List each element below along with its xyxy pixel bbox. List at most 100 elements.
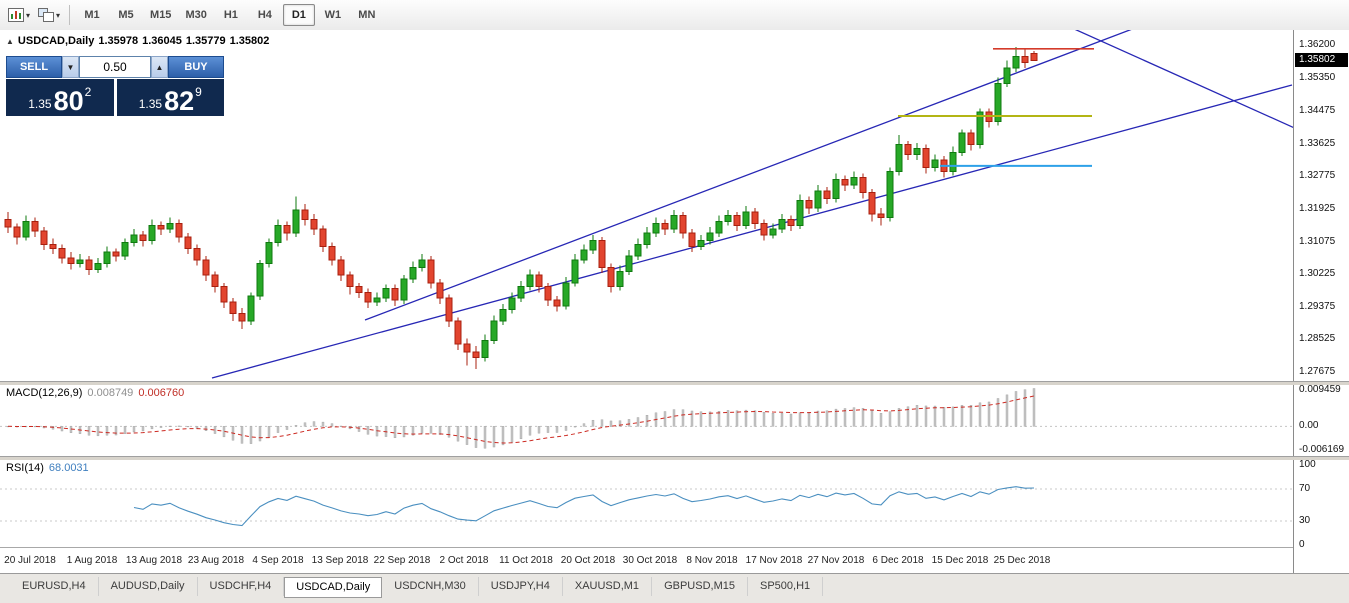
timeframe-button-m5[interactable]: M5 — [118, 9, 134, 21]
date-label: 27 Nov 2018 — [807, 555, 865, 566]
macd-chart — [0, 388, 1293, 449]
timeframe-bar: M1 M5 M15 M30 H1 H4 D1 W1 MN — [75, 4, 384, 26]
date-label: 13 Aug 2018 — [125, 555, 183, 566]
macd-main-value: 0.008749 — [87, 387, 134, 399]
buy-button[interactable]: BUY — [168, 56, 224, 78]
panel-splitter[interactable] — [0, 381, 1349, 385]
timeframe-button-mn[interactable]: MN — [358, 9, 376, 21]
ohlc-open: 1.35978 — [98, 35, 139, 47]
arrange-windows-button[interactable]: ▾ — [34, 3, 64, 27]
price-axis[interactable]: 1.35802 1.36200 1.35350 1.34475 1.33625 1.32… — [1293, 30, 1349, 573]
macd-axis-label: -0.006169 — [1299, 444, 1345, 455]
date-label: 22 Sep 2018 — [373, 555, 431, 566]
chart-windows-button[interactable]: ▾ — [4, 3, 34, 27]
timeframe-button-w1[interactable]: W1 — [324, 9, 342, 21]
sell-button[interactable]: SELL — [6, 56, 62, 78]
price-axis-label: 1.30225 — [1299, 268, 1336, 280]
timeframe-button-m30[interactable]: M30 — [185, 9, 207, 21]
date-label: 4 Sep 2018 — [252, 555, 304, 566]
date-label: 15 Dec 2018 — [931, 555, 989, 566]
chart-tab-sp500[interactable]: SP500,H1 — [748, 577, 824, 596]
timeframe-button-d1[interactable]: D1 — [282, 4, 315, 26]
date-label: 23 Aug 2018 — [187, 555, 245, 566]
timeframe-button-m15[interactable]: M15 — [150, 9, 172, 21]
timeframe-button-h1[interactable]: H1 — [223, 9, 238, 21]
chart-tab-audusd[interactable]: AUDUSD,Daily — [99, 577, 198, 596]
price-axis-label: 1.27675 — [1299, 366, 1336, 377]
price-axis-label: 1.29375 — [1299, 300, 1336, 312]
rsi-axis-label: 0 — [1299, 539, 1305, 550]
ohlc-low: 1.35779 — [185, 35, 226, 47]
date-label: 11 Oct 2018 — [499, 555, 553, 566]
chart-tab-gbpusd[interactable]: GBPUSD,M15 — [652, 577, 748, 596]
time-axis[interactable]: 20 Jul 2018 1 Aug 2018 13 Aug 2018 23 Aug 2… — [0, 547, 1293, 574]
chart-tab-usdjpy[interactable]: USDJPY,H4 — [479, 577, 563, 596]
macd-signal-value: 0.006760 — [138, 387, 185, 399]
ohlc-header: ▲ USDCAD,Daily 1.35978 1.36045 1.35779 1.3580… — [6, 35, 273, 47]
chevron-down-icon: ▾ — [56, 10, 61, 20]
date-label: 13 Sep 2018 — [311, 555, 369, 566]
buy-price-display[interactable]: 1.35 82 9 — [116, 79, 224, 117]
date-label: 8 Nov 2018 — [686, 555, 738, 566]
main-chart-canvas[interactable]: ▲ USDCAD,Daily 1.35978 1.36045 1.35779 1.3580… — [0, 30, 1293, 381]
price-axis-label: 1.28525 — [1299, 333, 1336, 345]
rsi-label: RSI(14) 68.0031 — [6, 462, 94, 474]
candlestick-chart — [4, 30, 1293, 379]
volume-decrease-button[interactable]: ▼ — [62, 56, 79, 78]
ohlc-high: 1.36045 — [142, 35, 182, 47]
timeframe-button-h4[interactable]: H4 — [257, 9, 272, 21]
price-axis-label: 1.34475 — [1299, 105, 1336, 117]
chevron-down-icon: ▾ — [26, 10, 31, 20]
timeframe-button-m1[interactable]: M1 — [84, 9, 100, 21]
one-click-trading-panel: SELL ▼ ▲ BUY 1.35 80 2 1.35 82 9 — [6, 56, 224, 116]
chart-tab-bar: EURUSD,H4 AUDUSD,Daily USDCHF,H4 USDCAD,Dai… — [0, 573, 1349, 603]
sell-price-display[interactable]: 1.35 80 2 — [6, 79, 114, 116]
buy-price-prefix: 1.35 — [138, 97, 163, 111]
symbol-title: USDCAD,Daily — [17, 35, 95, 47]
toolbar-separator — [69, 5, 71, 25]
sell-price-pip: 2 — [84, 85, 92, 99]
chart-tab-usdcnh[interactable]: USDCNH,M30 — [382, 577, 479, 596]
rsi-axis-label: 30 — [1299, 515, 1311, 526]
date-label: 17 Nov 2018 — [745, 555, 803, 566]
sell-price-big: 80 — [53, 86, 84, 117]
sell-price-prefix: 1.35 — [28, 97, 52, 111]
volume-input[interactable] — [79, 56, 151, 78]
rsi-chart — [0, 486, 1293, 527]
chart-tab-xauusd[interactable]: XAUUSD,M1 — [563, 577, 653, 596]
rsi-value: 68.0031 — [48, 462, 89, 474]
price-axis-label: 1.35350 — [1299, 71, 1336, 83]
chart-tab-usdchf[interactable]: USDCHF,H4 — [198, 577, 285, 596]
price-axis-label: 1.31075 — [1299, 235, 1336, 247]
price-axis-label: 1.32775 — [1299, 170, 1336, 182]
rsi-indicator-name: RSI(14) — [6, 462, 44, 474]
chart-tab-eurusd[interactable]: EURUSD,H4 — [10, 577, 99, 596]
date-label: 6 Dec 2018 — [872, 555, 924, 566]
rsi-panel[interactable]: RSI(14) 68.0031 — [0, 459, 1293, 547]
volume-increase-button[interactable]: ▲ — [151, 56, 168, 78]
buy-price-big: 82 — [164, 86, 195, 117]
ohlc-close: 1.35802 — [229, 35, 270, 47]
current-price-tag: 1.35802 — [1295, 53, 1348, 68]
date-label: 25 Dec 2018 — [993, 555, 1051, 566]
macd-axis-label: 0.009459 — [1299, 384, 1341, 395]
date-label: 20 Oct 2018 — [560, 555, 616, 566]
date-label: 2 Oct 2018 — [439, 555, 489, 566]
rsi-axis-label: 100 — [1299, 459, 1316, 470]
rsi-axis-label: 70 — [1299, 483, 1311, 494]
toolbar: ▾ ▾ M1 M5 M15 M30 H1 H4 D1 W1 MN — [0, 0, 1349, 31]
buy-price-pip: 9 — [195, 85, 202, 99]
macd-panel[interactable]: MACD(12,26,9) 0.008749 0.006760 — [0, 384, 1293, 456]
price-axis-label: 1.36200 — [1299, 39, 1336, 50]
price-axis-label: 1.31925 — [1299, 202, 1336, 214]
date-label: 1 Aug 2018 — [66, 555, 118, 566]
panel-splitter[interactable] — [0, 456, 1349, 460]
date-label: 20 Jul 2018 — [4, 555, 56, 566]
symbol-marker-icon: ▲ — [6, 37, 14, 46]
date-label: 30 Oct 2018 — [622, 555, 678, 566]
macd-label: MACD(12,26,9) 0.008749 0.006760 — [6, 387, 189, 399]
macd-indicator-name: MACD(12,26,9) — [6, 387, 83, 399]
chart-tab-usdcad[interactable]: USDCAD,Daily — [284, 577, 383, 598]
macd-axis-label: 0.00 — [1299, 420, 1319, 432]
